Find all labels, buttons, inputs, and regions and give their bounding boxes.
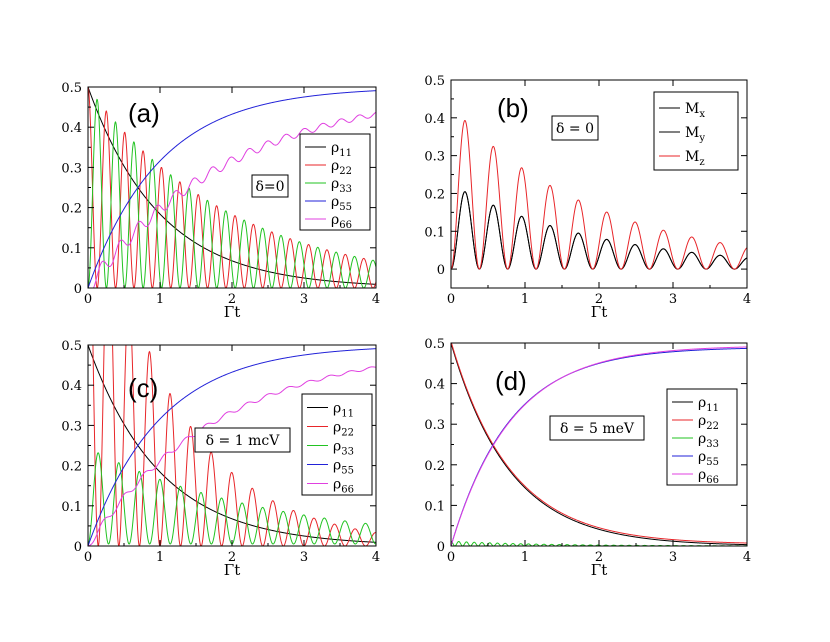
x-tick-label-a: 0	[84, 292, 92, 307]
x-tick-label-c: 0	[84, 550, 92, 565]
y-tick-label-a: 0.1	[61, 242, 82, 257]
x-tick-label-d: 2	[595, 550, 603, 565]
legend-entry-a: ρ22	[331, 158, 352, 177]
y-tick-label-b: 0.2	[424, 187, 445, 202]
series-line-a-1	[88, 87, 376, 288]
annotation-text-c: δ = 1 mcV	[206, 433, 281, 449]
y-tick-label-d: 0.3	[424, 418, 445, 433]
y-tick-label-c: 0.1	[61, 500, 82, 515]
panel-label-d: (d)	[495, 366, 527, 396]
legend-entry-a: ρ66	[331, 212, 352, 231]
annotation-box-d	[549, 415, 645, 441]
y-tick-label-d: 0.2	[424, 459, 445, 474]
series-line-a-2	[88, 98, 376, 288]
annotation-box-c	[194, 427, 291, 453]
panel-label-c: (c)	[128, 373, 158, 403]
series-line-a-4	[88, 111, 376, 288]
x-tick-label-d: 3	[669, 550, 677, 565]
y-tick-label-c: 0.2	[61, 460, 82, 475]
x-axis-title-b: Γt	[591, 303, 607, 321]
legend-entry-d: ρ11	[698, 395, 719, 414]
legend-entry-a: ρ11	[331, 140, 352, 159]
series-line-d-1	[451, 343, 747, 544]
series-line-b-2	[451, 119, 747, 270]
y-tick-label-b: 0.5	[424, 74, 445, 89]
x-tick-label-d: 0	[447, 550, 455, 565]
legend-entry-c: ρ22	[333, 420, 354, 439]
x-tick-label-c: 4	[372, 550, 380, 565]
x-tick-label-b: 3	[669, 292, 677, 307]
x-axis-title-a: Γt	[224, 303, 240, 321]
y-tick-label-c: 0	[74, 540, 82, 555]
panel-a: 0 1 2 3 4 0 0.1 0.2 0.3 0.4 0.5 Γt (a) δ=0 ρ11ρ22ρ33ρ5…	[61, 81, 380, 321]
y-tick-label-b: 0.3	[424, 150, 445, 165]
panel-d: 0 1 2 3 4 0 0.1 0.2 0.3 0.4 0.5 Γt (d) δ = 5 meV ρ11ρ2…	[424, 337, 751, 579]
legend-entry-d: ρ66	[698, 467, 719, 486]
x-tick-label-c: 3	[300, 550, 308, 565]
x-tick-label-d: 1	[521, 550, 529, 565]
legend-entry-a: ρ55	[331, 194, 352, 213]
legend-box-c	[301, 393, 373, 496]
y-tick-label-d: 0.4	[424, 378, 445, 393]
legend-entry-c: ρ55	[333, 458, 354, 477]
series-line-c-4	[88, 366, 376, 546]
legend-entry-d: ρ22	[698, 413, 719, 432]
legend-entry-c: ρ33	[333, 439, 354, 458]
x-tick-label-c: 1	[156, 550, 164, 565]
y-tick-label-d: 0	[437, 540, 445, 555]
series-line-c-3	[88, 348, 376, 546]
x-tick-label-a: 4	[372, 292, 380, 307]
x-axis-title-d: Γt	[591, 561, 607, 579]
y-tick-label-b: 0	[437, 263, 445, 278]
legend-entry-b: My	[685, 125, 705, 144]
annotation-text-a: δ=0	[255, 179, 284, 195]
panel-b: 0 1 2 3 4 0 0.1 0.2 0.3 0.4 0.5 Γt (b) δ = 0 Mx My Mz	[424, 74, 751, 321]
y-tick-label-d: 0.1	[424, 499, 445, 514]
y-tick-label-b: 0.4	[424, 112, 445, 127]
x-tick-label-c: 2	[228, 550, 236, 565]
x-tick-label-d: 4	[743, 550, 751, 565]
x-tick-label-b: 4	[743, 292, 751, 307]
annotation-text-d: δ = 5 meV	[560, 421, 635, 437]
legend-box-d	[666, 388, 738, 486]
legend-entry-b: Mx	[685, 101, 705, 120]
series-line-b-1	[451, 191, 747, 270]
x-tick-label-b: 2	[595, 292, 603, 307]
series-line-d-4	[451, 346, 747, 546]
series-line-d-0	[451, 343, 747, 546]
annotation-box-a	[251, 174, 289, 198]
legend-entry-b: Mz	[685, 149, 705, 168]
series-line-a-3	[88, 90, 376, 288]
y-tick-label-a: 0.2	[61, 202, 82, 217]
legend-entry-d: ρ55	[698, 449, 719, 468]
x-tick-label-b: 0	[447, 292, 455, 307]
legend-entry-c: ρ66	[333, 477, 354, 496]
y-tick-label-a: 0	[74, 282, 82, 297]
y-tick-label-c: 0.3	[61, 419, 82, 434]
panel-c: 0 1 2 3 4 0 0.1 0.2 0.3 0.4 0.5 Γt (c) δ = 1 mcV ρ11ρ2…	[61, 339, 380, 579]
legend-entry-c: ρ11	[333, 401, 354, 420]
annotation-text-b: δ = 0	[556, 121, 594, 137]
legend-box-a	[299, 133, 371, 231]
legend-entry-d: ρ33	[698, 431, 719, 450]
y-tick-label-c: 0.4	[61, 379, 82, 394]
y-tick-label-b: 0.1	[424, 225, 445, 240]
legend-box-b	[653, 91, 739, 171]
series-line-a-0	[88, 87, 376, 285]
y-tick-label-a: 0.3	[61, 161, 82, 176]
y-tick-label-a: 0.4	[61, 121, 82, 136]
y-tick-label-c: 0.5	[61, 339, 82, 354]
annotation-box-b	[551, 115, 599, 141]
panel-label-b: (b)	[497, 93, 529, 123]
y-tick-label-d: 0.5	[424, 337, 445, 352]
y-tick-label-a: 0.5	[61, 81, 82, 96]
panel-label-a: (a)	[128, 98, 160, 128]
legend-entry-a: ρ33	[331, 176, 352, 195]
x-tick-label-a: 1	[156, 292, 164, 307]
x-tick-label-b: 1	[521, 292, 529, 307]
x-tick-label-a: 2	[228, 292, 236, 307]
x-tick-label-a: 3	[300, 292, 308, 307]
x-axis-title-c: Γt	[224, 561, 240, 579]
